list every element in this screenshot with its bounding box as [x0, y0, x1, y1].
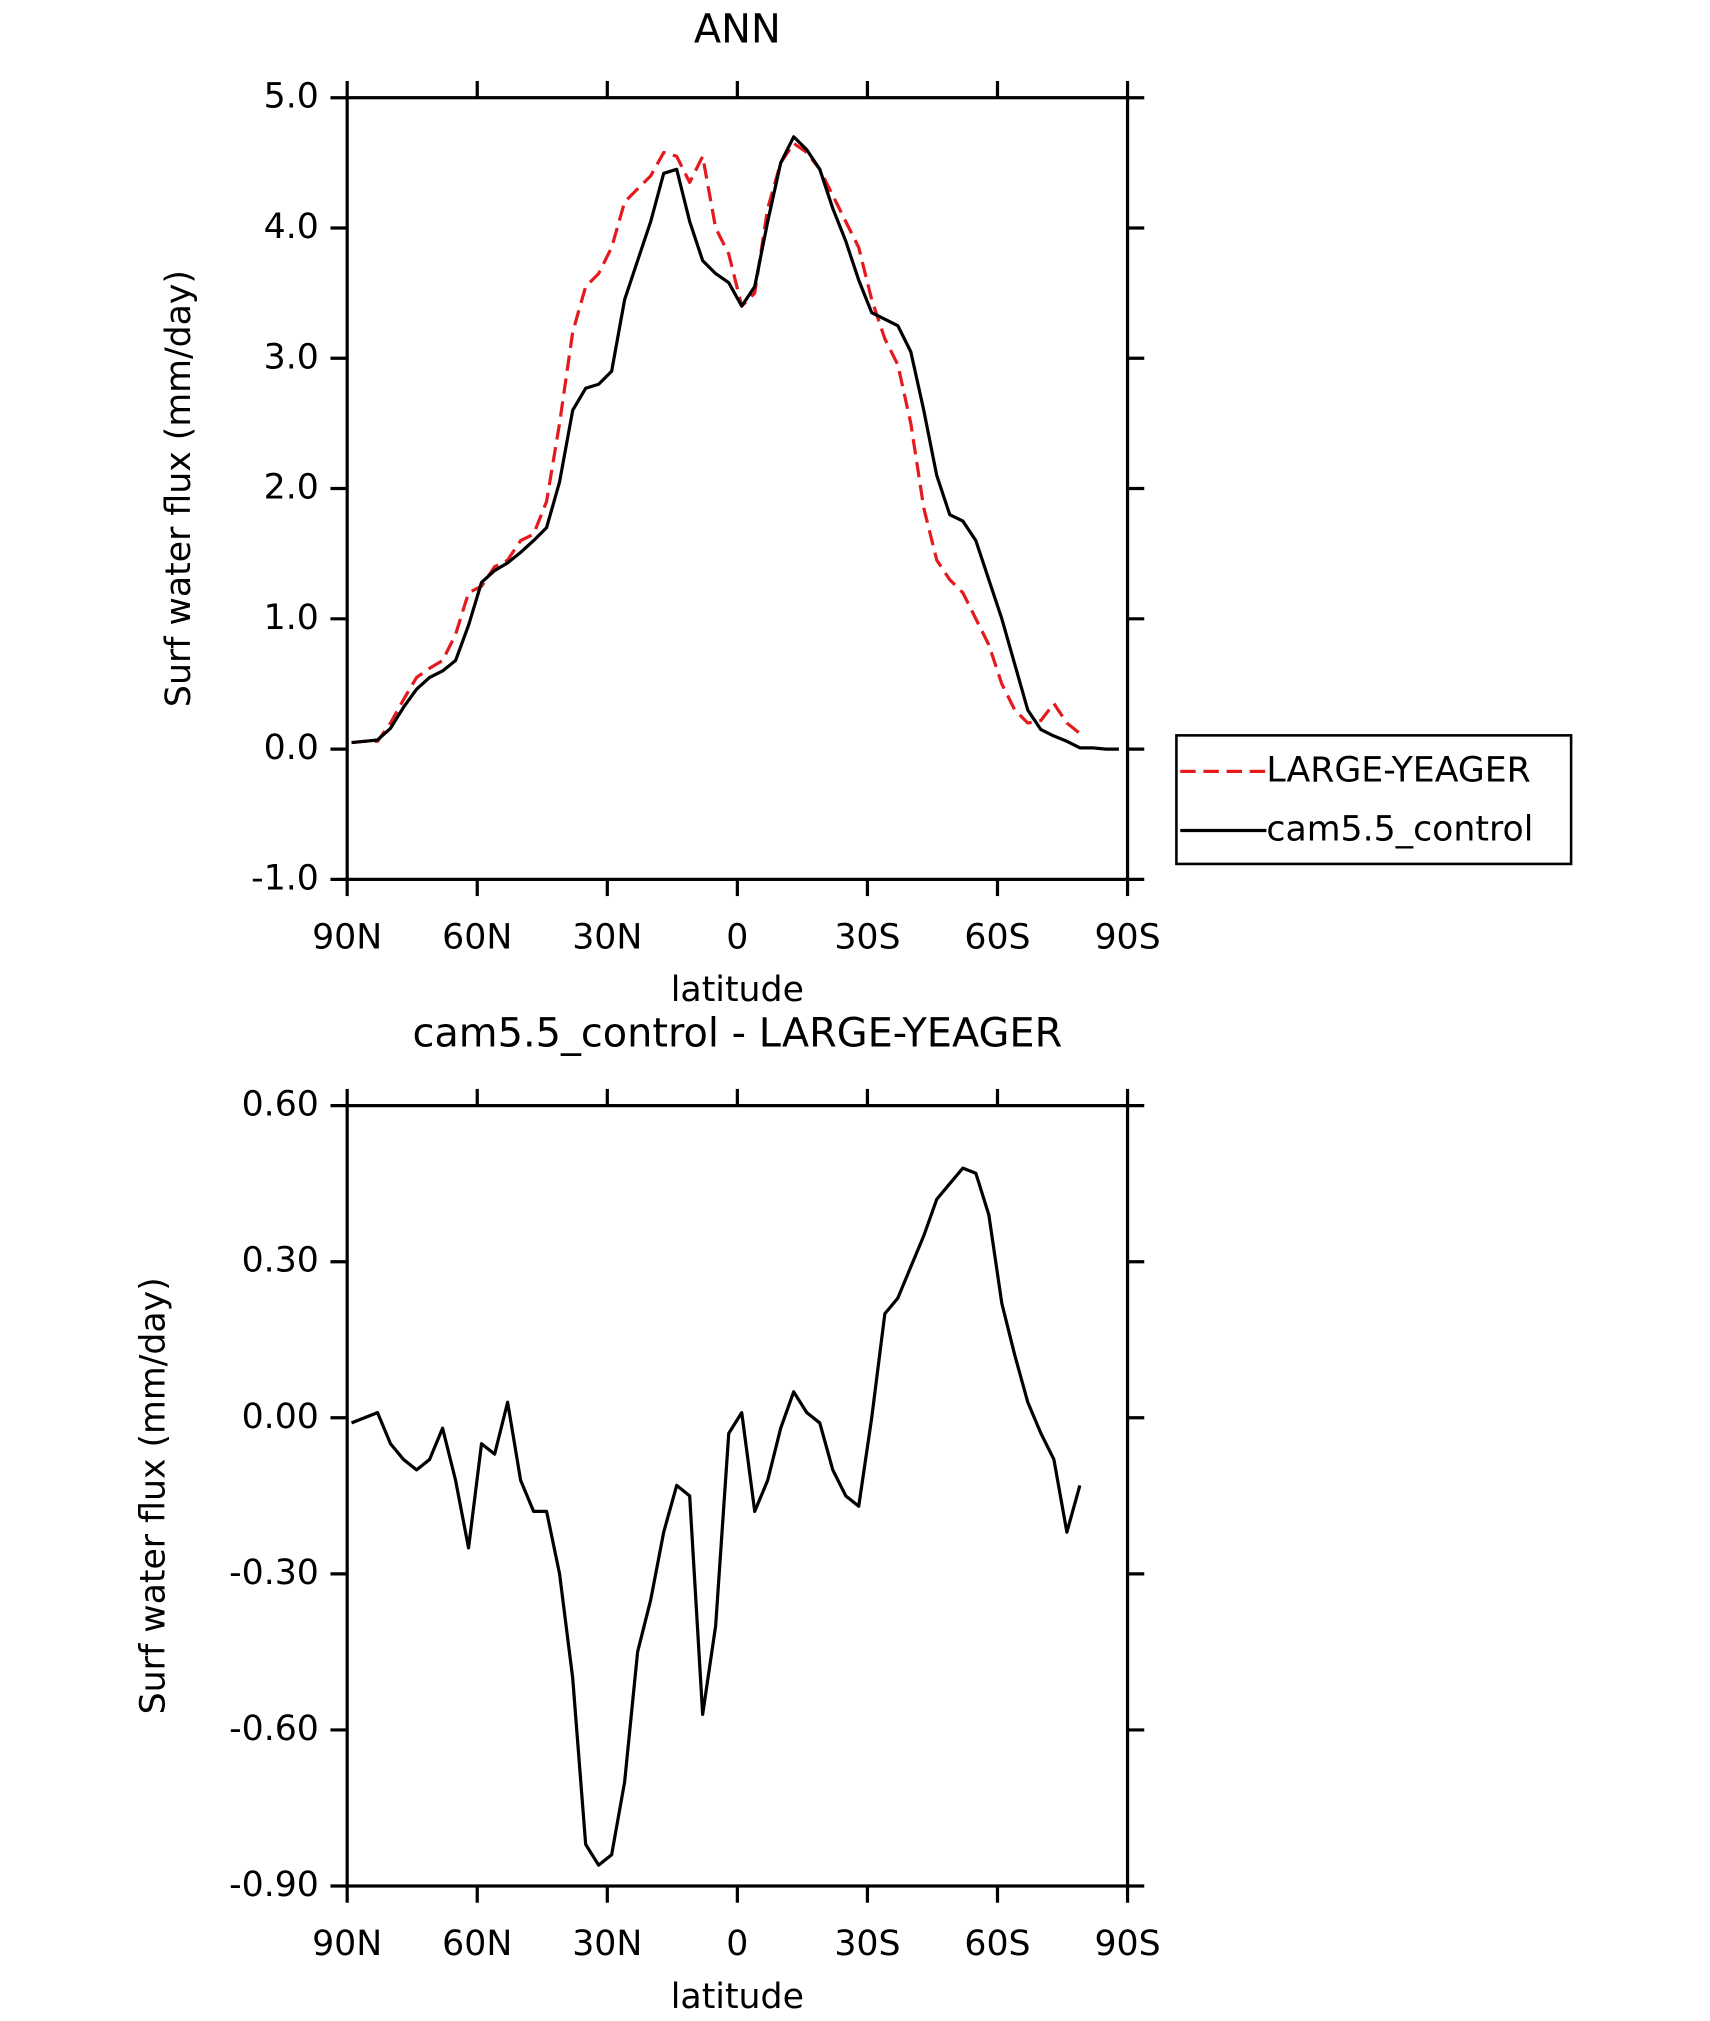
x-tick-label: 90S	[1094, 918, 1160, 958]
y-tick-label: 1.0	[264, 598, 319, 638]
x-tick-label: 0	[726, 1924, 748, 1964]
plot-frame	[345, 96, 1130, 881]
y-tick-label: -0.90	[229, 1865, 319, 1905]
series-line	[350, 1166, 1082, 1867]
x-tick-label: 30S	[834, 918, 900, 958]
y-tick-label: -1.0	[251, 858, 319, 898]
y-tick-label: -0.60	[229, 1709, 319, 1749]
y-tick-label: 0.00	[242, 1397, 319, 1437]
legend-label: cam5.5_control	[1266, 810, 1533, 850]
x-tick-label: 60S	[964, 918, 1030, 958]
x-tick-label: 90N	[312, 1924, 382, 1964]
x-tick-label: 60N	[442, 918, 512, 958]
x-tick-label: 30S	[834, 1924, 900, 1964]
plot-frame	[345, 1104, 1130, 1888]
y-axis-label: Surf water flux (mm/day)	[133, 1277, 173, 1714]
y-tick-label: -0.30	[229, 1553, 319, 1593]
x-tick-label: 30N	[572, 918, 642, 958]
x-axis-label: latitude	[671, 970, 804, 1010]
x-axis-label: latitude	[671, 1977, 804, 2017]
series-line	[351, 135, 1119, 751]
y-tick-label: 0.60	[242, 1085, 319, 1125]
legend-box	[1175, 734, 1573, 866]
x-tick-label: 90N	[312, 918, 382, 958]
y-tick-label: 2.0	[264, 468, 319, 508]
legend-label: LARGE-YEAGER	[1266, 750, 1530, 790]
x-tick-label: 60S	[964, 1924, 1030, 1964]
chart-title: cam5.5_control - LARGE-YEAGER	[412, 1011, 1062, 1057]
y-axis-label: Surf water flux (mm/day)	[159, 270, 199, 707]
y-tick-label: 0.30	[242, 1241, 319, 1281]
x-tick-label: 0	[726, 918, 748, 958]
y-tick-label: 4.0	[264, 207, 319, 247]
chart-title: ANN	[694, 7, 781, 53]
x-tick-label: 60N	[442, 1924, 512, 1964]
x-tick-label: 30N	[572, 1924, 642, 1964]
y-tick-label: 0.0	[264, 728, 319, 768]
y-tick-label: 5.0	[264, 77, 319, 117]
x-tick-label: 90S	[1094, 1924, 1160, 1964]
y-tick-label: 3.0	[264, 337, 319, 377]
series-line	[351, 141, 1081, 745]
